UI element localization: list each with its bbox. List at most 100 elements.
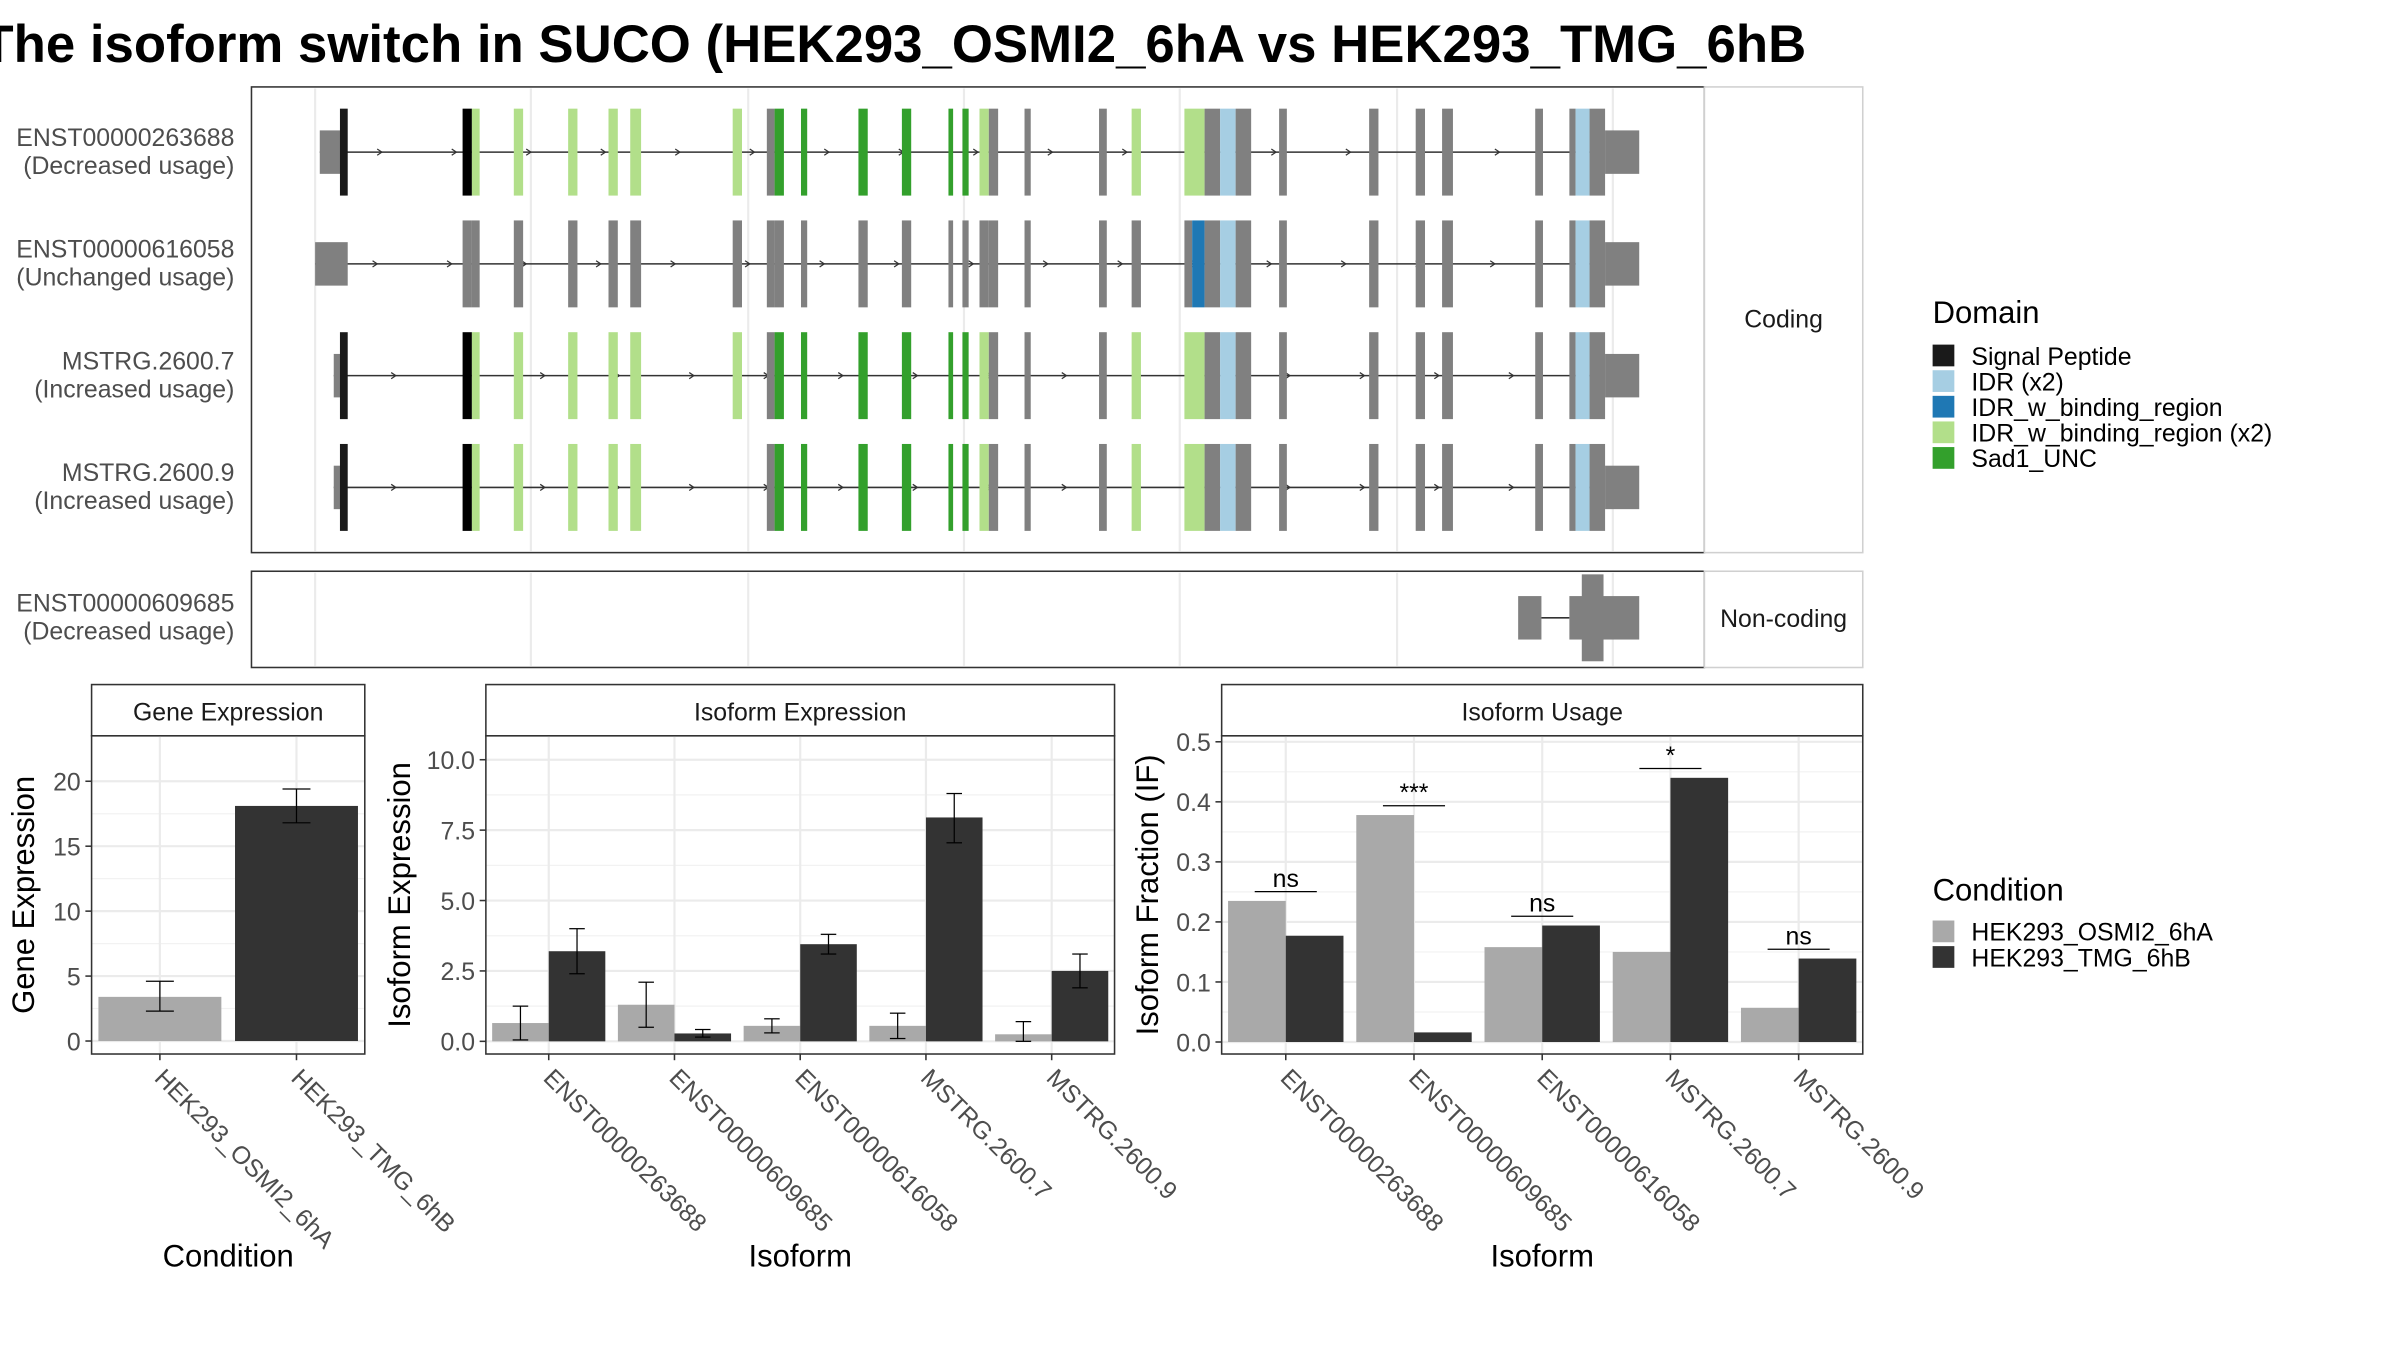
transcript-id-label: ENST00000263688 xyxy=(16,125,234,152)
exon-block xyxy=(962,332,969,420)
y-tick-label: 5 xyxy=(67,964,81,991)
intron-arrow xyxy=(1359,483,1366,492)
noncoding-exon xyxy=(1581,574,1604,662)
intron-arrow xyxy=(823,148,831,156)
exon-block xyxy=(1131,108,1141,196)
exon-block xyxy=(1131,443,1141,531)
exon-block xyxy=(774,220,784,308)
exon-block xyxy=(1204,443,1221,531)
utr-block xyxy=(1605,353,1640,398)
y-axis-title: Gene Expression xyxy=(6,776,41,1014)
exon-block xyxy=(1235,220,1252,308)
x-axis-title: Isoform xyxy=(748,1239,851,1274)
y-tick-label: 0 xyxy=(67,1029,81,1056)
exon-block xyxy=(979,332,989,420)
exon-block xyxy=(901,443,912,531)
exon-block xyxy=(1220,443,1236,531)
exon-block xyxy=(1024,332,1031,420)
exon-block xyxy=(1575,220,1590,308)
exon-block xyxy=(1415,332,1426,420)
transcript-usage-label: (Decreased usage) xyxy=(23,153,234,180)
bar xyxy=(1228,900,1286,1043)
exon-block xyxy=(1220,220,1236,308)
exon-block xyxy=(1569,220,1576,308)
significance-label: ns xyxy=(1786,924,1812,951)
exon-block xyxy=(513,108,524,196)
exon-block xyxy=(1099,443,1107,531)
panel-strip xyxy=(90,683,366,737)
y-tick-label: 15 xyxy=(53,835,81,862)
intron-arrow xyxy=(1117,260,1124,268)
intron-arrow xyxy=(1042,260,1049,268)
exon-block xyxy=(1575,108,1590,196)
intron-arrow xyxy=(390,483,397,492)
exon-signal-peptide xyxy=(339,332,348,420)
y-tick-label: 0.0 xyxy=(440,1030,475,1057)
exon-block xyxy=(1369,332,1379,420)
exon-block xyxy=(630,332,642,420)
chart-panel-3: Isoform Usage 0.0 0.1 0.2 0.3 0.4 0.5 ns *** ns * n… xyxy=(1130,683,1929,1274)
exon-block xyxy=(1279,443,1287,531)
exon-block xyxy=(766,108,775,196)
exon-block xyxy=(462,332,472,420)
exon-block xyxy=(774,443,784,531)
exon-block xyxy=(1279,220,1287,308)
x-tick-label: MSTRG.2600.7 xyxy=(1660,1064,1801,1205)
exon-block xyxy=(766,332,775,420)
exon-block xyxy=(1569,108,1576,196)
exon-block xyxy=(1024,220,1031,308)
utr-block xyxy=(1605,242,1640,286)
coding-facet-strip xyxy=(1703,86,1864,554)
exon-idr-binding-x2 xyxy=(1184,332,1205,420)
intron-arrow xyxy=(600,148,607,156)
intron-arrow xyxy=(372,260,379,268)
transcript-usage-label: (Increased usage) xyxy=(34,488,234,515)
exon-block xyxy=(471,443,480,531)
exon-idr-binding-x2 xyxy=(1184,443,1205,531)
intron-arrow xyxy=(539,483,546,492)
exon-block xyxy=(800,220,808,308)
exon-block xyxy=(1220,108,1236,196)
exon-block xyxy=(901,108,912,196)
x-axis-title: Isoform xyxy=(1490,1239,1593,1274)
domain-legend-label: Signal Peptide xyxy=(1971,344,2131,371)
transcript-usage-label: (Increased usage) xyxy=(34,376,234,403)
intron-arrow xyxy=(521,260,528,268)
exon-block xyxy=(608,220,618,308)
panel-title: Gene Expression xyxy=(133,699,323,726)
bar xyxy=(1670,777,1729,1043)
y-tick-label: 0.5 xyxy=(1176,730,1211,757)
intron-arrow xyxy=(819,260,826,268)
intron-arrow xyxy=(1494,148,1501,156)
exon-block xyxy=(901,332,912,420)
domain-legend-label: IDR_w_binding_region xyxy=(1971,395,2222,422)
transcript-usage-label: (Unchanged usage) xyxy=(16,265,234,292)
exon-block xyxy=(630,443,642,531)
y-tick-label: 0.1 xyxy=(1176,970,1211,997)
exon-block xyxy=(1442,443,1453,531)
significance-label: ns xyxy=(1273,866,1299,893)
intron-arrow xyxy=(972,148,980,156)
domain-legend-swatch xyxy=(1932,421,1955,444)
condition-legend-swatch xyxy=(1932,920,1955,943)
exon-block xyxy=(858,108,868,196)
coding-facet-label: Coding xyxy=(1744,307,1823,334)
exon-signal-peptide xyxy=(339,108,348,196)
noncoding-exon xyxy=(1518,596,1542,640)
bar xyxy=(1413,1032,1472,1043)
exon-block xyxy=(962,443,969,531)
exon-block xyxy=(1279,108,1287,196)
exon-block xyxy=(1279,332,1287,420)
y-tick-label: 0.2 xyxy=(1176,910,1211,937)
domain-legend-label: Sad1_UNC xyxy=(1971,446,2097,473)
exon-block xyxy=(948,108,954,196)
noncoding-facet-label: Non-coding xyxy=(1720,606,1847,633)
exon-block xyxy=(979,443,989,531)
intron-arrow xyxy=(1121,148,1129,156)
chart-panel-2: Isoform Expression0.02.55.07.510.0ENST00… xyxy=(382,683,1182,1274)
bar xyxy=(743,1025,801,1042)
exon-idr-binding-x2 xyxy=(1184,108,1205,196)
exon-block xyxy=(1415,443,1426,531)
